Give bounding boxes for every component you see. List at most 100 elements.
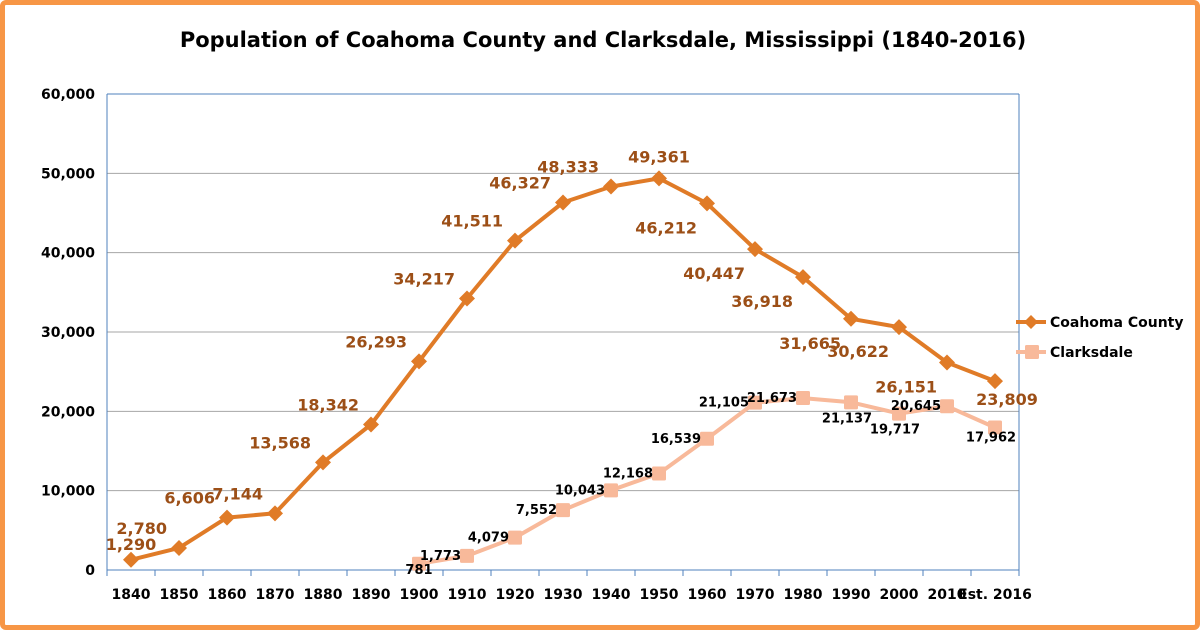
data-label: 48,333	[537, 158, 599, 177]
data-point	[747, 241, 763, 258]
legend-marker	[1025, 345, 1039, 359]
data-point	[555, 194, 571, 211]
data-label: 4,079	[468, 531, 509, 546]
data-point	[171, 539, 187, 556]
data-point	[651, 170, 667, 187]
data-point	[892, 406, 906, 421]
data-point	[795, 269, 811, 286]
data-label: 41,511	[441, 212, 503, 231]
data-label: 19,717	[870, 423, 920, 438]
data-label: 26,293	[345, 332, 407, 351]
data-point	[891, 319, 907, 336]
data-point	[556, 503, 570, 518]
legend-marker	[1024, 315, 1038, 329]
data-point	[748, 395, 762, 410]
data-point	[411, 353, 427, 370]
data-point	[460, 548, 474, 563]
x-tick-label: 1860	[208, 587, 247, 603]
data-label: 49,361	[628, 147, 690, 166]
data-label: 46,212	[635, 218, 697, 237]
legend-label: Coahoma County	[1050, 315, 1183, 331]
x-tick-label: 1980	[784, 587, 823, 603]
data-point	[699, 195, 715, 212]
y-tick-label: 10,000	[41, 484, 95, 500]
data-label: 31,665	[779, 334, 841, 353]
data-label: 13,568	[249, 433, 311, 452]
data-label: 30,622	[827, 342, 889, 361]
data-label: 7,144	[212, 484, 263, 503]
x-tick-label: 1960	[688, 587, 727, 603]
data-label: 1,773	[420, 549, 461, 564]
data-point	[652, 466, 666, 481]
data-label: 16,539	[651, 432, 701, 447]
data-point	[315, 454, 331, 471]
series-markers	[123, 170, 1003, 571]
x-tick-label: 1950	[640, 587, 679, 603]
x-tick-label: 1920	[496, 587, 535, 603]
x-tick-label: 1850	[160, 587, 199, 603]
legend-label: Clarksdale	[1050, 345, 1133, 361]
y-tick-label: 0	[85, 563, 95, 579]
axes: 0 10,000 20,000 30,000 40,000 50,000 60,000 184…	[41, 87, 1032, 603]
data-point	[988, 420, 1002, 435]
y-tick-label: 40,000	[41, 246, 95, 262]
y-tick-label: 60,000	[41, 87, 95, 103]
data-point	[939, 354, 955, 371]
data-point	[508, 530, 522, 545]
data-label: 21,105	[699, 396, 749, 411]
data-point	[700, 431, 714, 446]
x-tick-label: 2000	[880, 587, 919, 603]
data-point	[844, 395, 858, 410]
data-label: 23,809	[976, 390, 1038, 409]
data-label: 34,217	[393, 270, 455, 289]
data-label: 6,606	[164, 489, 215, 508]
x-tick-label: 1870	[256, 587, 295, 603]
data-label: 7,552	[516, 503, 557, 518]
data-point	[843, 310, 859, 327]
data-label: 781	[405, 563, 432, 578]
data-label: 36,918	[731, 292, 793, 311]
x-tick-label: Est. 2016	[958, 587, 1032, 603]
data-point	[940, 399, 954, 414]
x-tick-label: 1900	[400, 587, 439, 603]
x-tick-label: 1840	[112, 587, 151, 603]
x-tick-label: 1990	[832, 587, 871, 603]
data-point	[459, 290, 475, 307]
data-label: 18,342	[297, 395, 359, 414]
data-label: 20,645	[891, 399, 941, 414]
y-tick-label: 30,000	[41, 325, 95, 341]
data-point	[123, 551, 139, 568]
legend: Coahoma County Clarksdale	[1016, 315, 1183, 361]
data-label: 10,043	[555, 483, 605, 498]
data-point	[267, 505, 283, 522]
x-tick-label: 1910	[448, 587, 487, 603]
data-label: 21,137	[822, 411, 872, 426]
data-label: 21,673	[747, 391, 797, 406]
data-point	[412, 556, 426, 571]
data-label: 12,168	[603, 466, 653, 481]
y-tick-label: 20,000	[41, 404, 95, 420]
data-point	[796, 391, 810, 406]
data-label: 26,151	[875, 378, 937, 397]
chart-title: Population of Coahoma County and Clarksd…	[180, 28, 1026, 52]
data-label: 2,780	[116, 519, 167, 538]
data-label: 17,962	[966, 431, 1016, 446]
x-tick-label: 1880	[304, 587, 343, 603]
x-tick-label: 1930	[544, 587, 583, 603]
data-point	[604, 483, 618, 498]
x-tick-label: 1940	[592, 587, 631, 603]
data-label: 46,327	[489, 173, 551, 192]
data-point	[363, 416, 379, 433]
data-label: 1,290	[106, 535, 157, 554]
data-point	[987, 373, 1003, 390]
data-point	[219, 509, 235, 526]
data-point	[507, 232, 523, 249]
data-label: 40,447	[683, 264, 745, 283]
x-tick-label: 1970	[736, 587, 775, 603]
data-point	[603, 178, 619, 195]
y-tick-label: 50,000	[41, 166, 95, 182]
x-tick-label: 1890	[352, 587, 391, 603]
